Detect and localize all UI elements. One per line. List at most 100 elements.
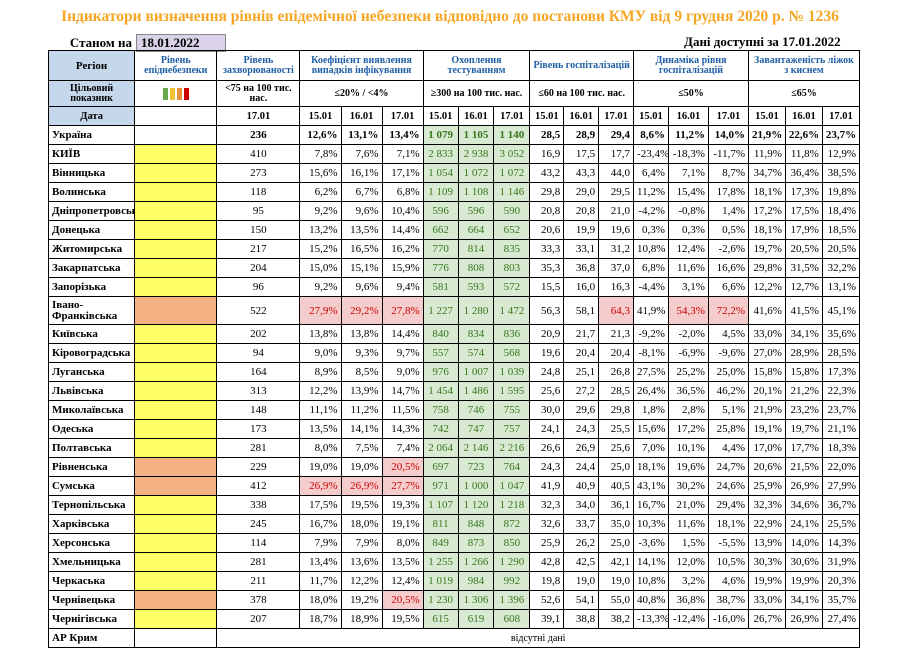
beds-value: 13,9%	[747, 533, 786, 553]
hospital-value: 21,3	[598, 324, 635, 344]
beds-value: 18,1%	[747, 182, 786, 202]
dynamics-value: -12,4%	[667, 609, 709, 629]
beds-value: 32,3%	[747, 495, 786, 515]
region-name: Чернігівська	[47, 609, 136, 629]
detection-value: 12,6%	[299, 125, 342, 145]
hospital-value: 19,9	[563, 220, 600, 240]
level-indicator	[134, 628, 218, 648]
date-tst-1: 15.01	[422, 106, 459, 126]
hospital-value: 34,0	[563, 495, 600, 515]
hospital-value: 26,9	[563, 438, 600, 458]
date-incidence: 17.01	[216, 106, 301, 126]
detection-value: 8,0%	[381, 533, 424, 553]
incidence-value: 229	[216, 457, 301, 477]
beds-value: 12,7%	[784, 277, 823, 297]
dynamics-value: 3,1%	[667, 277, 709, 297]
level-indicator	[134, 533, 218, 553]
swatch-yellow	[169, 87, 175, 100]
beds-value: 15,8%	[784, 362, 823, 382]
dynamics-value: 8,7%	[707, 163, 749, 183]
level-indicator	[134, 495, 218, 515]
detection-value: 19,5%	[381, 609, 424, 629]
hospital-value: 24,3	[529, 457, 565, 477]
beds-value: 31,5%	[784, 258, 823, 278]
detection-value: 13,6%	[340, 552, 383, 572]
beds-value: 20,1%	[747, 381, 786, 401]
beds-value: 34,6%	[784, 495, 823, 515]
detection-value: 13,4%	[299, 552, 342, 572]
region-name: Тернопільська	[47, 495, 136, 515]
level-indicator	[134, 590, 218, 610]
table-row: Запорізька 96 9,2% 9,6% 9,4% 581 593 572 15,5 16,…	[47, 277, 861, 297]
table-row: Донецька 150 13,2% 13,5% 14,4% 662 664 652 20,6 1…	[47, 220, 861, 240]
dynamics-value: 24,6%	[707, 476, 749, 496]
dynamics-value: 1,5%	[667, 533, 709, 553]
region-name: Київська	[47, 324, 136, 344]
dynamics-value: -18,3%	[667, 144, 709, 164]
hospital-value: 29,6	[563, 400, 600, 420]
target-hospital: ≤60 на 100 тис. нас.	[529, 80, 635, 107]
hospital-value: 25,0	[598, 533, 635, 553]
testing-value: 1 107	[422, 495, 459, 515]
testing-value: 840	[422, 324, 459, 344]
hospital-value: 64,3	[598, 296, 635, 325]
data-available-note: Дані доступні за 17.01.2022	[684, 34, 841, 49]
region-name: Волинська	[47, 182, 136, 202]
testing-value: 557	[422, 343, 459, 363]
dynamics-value: -6,9%	[667, 343, 709, 363]
incidence-value: 522	[216, 296, 301, 325]
testing-value: 1 000	[457, 476, 495, 496]
detection-value: 8,9%	[299, 362, 342, 382]
beds-value: 23,2%	[784, 400, 823, 420]
region-name: Дніпропетровська	[47, 201, 136, 221]
beds-value: 20,5%	[784, 239, 823, 259]
testing-value: 1 218	[493, 495, 531, 515]
beds-value: 28,9%	[784, 343, 823, 363]
region-name: Рівненська	[47, 457, 136, 477]
detection-value: 17,5%	[299, 495, 342, 515]
level-indicator	[134, 362, 218, 382]
beds-value: 17,3%	[821, 362, 861, 382]
beds-value: 33,0%	[747, 590, 786, 610]
testing-value: 1 079	[422, 125, 459, 145]
testing-value: 873	[457, 533, 495, 553]
hospital-value: 26,6	[529, 438, 565, 458]
hospital-value: 16,0	[563, 277, 600, 297]
level-indicator	[134, 163, 218, 183]
hospital-value: 55,0	[598, 590, 635, 610]
detection-value: 13,2%	[299, 220, 342, 240]
detection-value: 19,5%	[340, 495, 383, 515]
detection-value: 19,3%	[381, 495, 424, 515]
table-row: Житомирська 217 15,2% 16,5% 16,2% 770 814 835 33…	[47, 239, 861, 259]
detection-value: 9,4%	[381, 277, 424, 297]
date-det-2: 16.01	[340, 106, 383, 126]
beds-value: 20,3%	[821, 571, 861, 591]
dynamics-value: -5,5%	[707, 533, 749, 553]
hospital-value: 24,8	[529, 362, 565, 382]
testing-value: 574	[457, 343, 495, 363]
dynamics-value: 38,7%	[707, 590, 749, 610]
level-indicator	[134, 239, 218, 259]
testing-value: 992	[493, 571, 531, 591]
incidence-value: 150	[216, 220, 301, 240]
dynamics-value: -9,6%	[707, 343, 749, 363]
detection-value: 7,9%	[340, 533, 383, 553]
table-row: Черкаська 211 11,7% 12,2% 12,4% 1 019 984 992 19…	[47, 571, 861, 591]
header-level: Рівень епіднебезпеки	[134, 50, 218, 81]
region-name: Вінницька	[47, 163, 136, 183]
beds-value: 26,9%	[784, 609, 823, 629]
beds-value: 35,7%	[821, 590, 861, 610]
target-incidence: <75 на 100 тис. нас.	[216, 80, 301, 107]
table-row: Волинська 118 6,2% 6,7% 6,8% 1 109 1 108 1 146 2…	[47, 182, 861, 202]
detection-value: 11,1%	[299, 400, 342, 420]
testing-value: 2 216	[493, 438, 531, 458]
testing-value: 803	[493, 258, 531, 278]
table-row: Хмельницька 281 13,4% 13,6% 13,5% 1 255 1 266 1…	[47, 552, 861, 572]
hospital-value: 24,3	[563, 419, 600, 439]
testing-value: 1 486	[457, 381, 495, 401]
beds-value: 19,7%	[784, 419, 823, 439]
dynamics-value: -2,0%	[667, 324, 709, 344]
dynamics-value: -8,1%	[633, 343, 669, 363]
hospital-value: 25,6	[529, 381, 565, 401]
incidence-value: 245	[216, 514, 301, 534]
